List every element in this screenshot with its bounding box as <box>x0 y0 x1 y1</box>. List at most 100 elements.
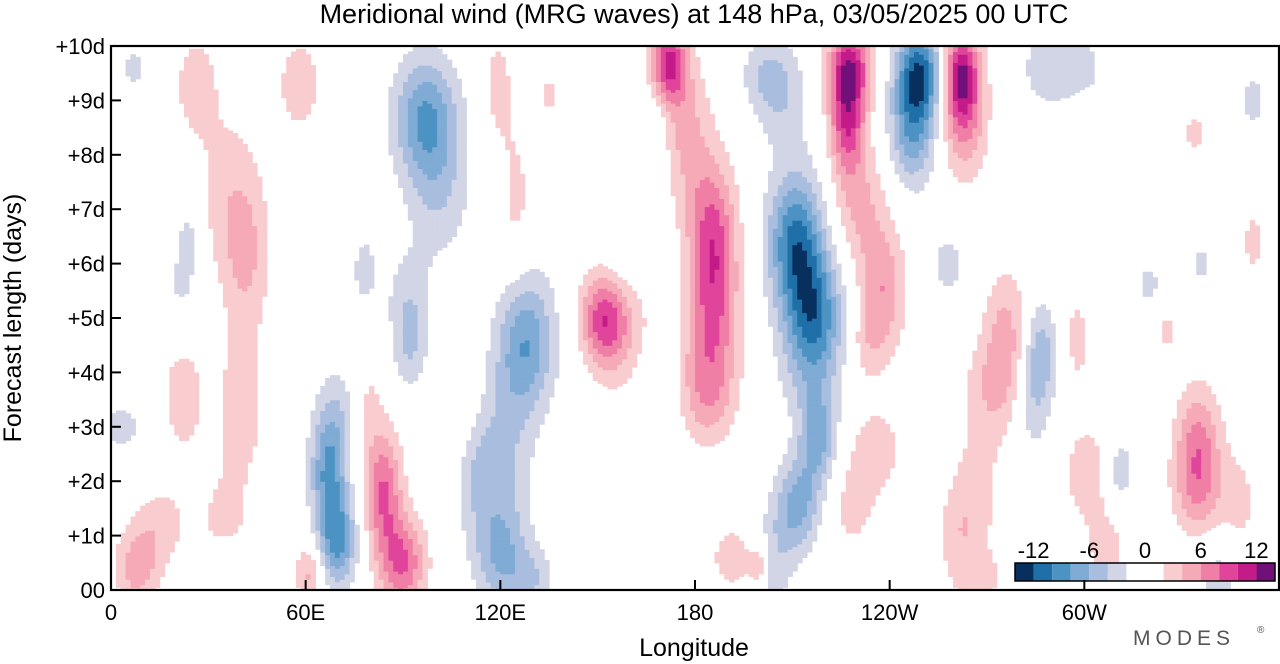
heatmap-cell <box>510 481 516 485</box>
heatmap-cell <box>811 508 818 512</box>
heatmap-cell <box>982 538 988 542</box>
heatmap-cell <box>330 508 336 512</box>
heatmap-cell <box>524 581 531 586</box>
heatmap-cell <box>1220 516 1227 520</box>
heatmap-cell <box>334 486 341 490</box>
heatmap-cell <box>952 568 959 572</box>
heatmap-cell <box>957 478 964 482</box>
heatmap-cell <box>179 432 185 436</box>
heatmap-cell <box>772 481 779 485</box>
heatmap-cell <box>811 440 818 444</box>
heatmap-cell <box>1210 475 1217 480</box>
heatmap-cell <box>1186 429 1192 433</box>
heatmap-cell <box>1113 478 1119 482</box>
heatmap-cell <box>339 481 346 485</box>
heatmap-cell <box>519 454 526 458</box>
heatmap-cell <box>519 437 526 441</box>
heatmap-cell <box>349 551 355 556</box>
heatmap-cell <box>1240 511 1246 515</box>
heatmap-cell <box>952 570 959 575</box>
heatmap-cell <box>466 535 472 539</box>
heatmap-cell <box>330 538 336 542</box>
heatmap-cell <box>388 573 394 577</box>
heatmap-cell <box>772 500 779 504</box>
heatmap-cell <box>870 443 876 447</box>
heatmap-cell <box>962 481 969 485</box>
heatmap-cell <box>398 584 404 588</box>
heatmap-cell <box>218 532 224 537</box>
heatmap-cell <box>115 429 122 433</box>
heatmap-cell <box>1103 535 1110 539</box>
heatmap-cell <box>320 502 326 507</box>
heatmap-cell <box>344 527 351 531</box>
heatmap-cell <box>393 489 399 493</box>
heatmap-cell <box>962 557 969 561</box>
heatmap-cell <box>802 519 808 523</box>
heatmap-cell <box>972 516 978 520</box>
heatmap-cell <box>802 462 808 466</box>
heatmap-cell <box>334 535 341 539</box>
heatmap-cell <box>130 573 136 577</box>
heatmap-cell <box>140 570 146 575</box>
heatmap-cell <box>519 562 526 567</box>
heatmap-cell <box>724 573 730 577</box>
heatmap-cell <box>841 494 847 499</box>
heatmap-cell <box>485 511 492 515</box>
heatmap-cell <box>1113 473 1119 477</box>
heatmap-cell <box>305 443 312 447</box>
heatmap-cell <box>378 527 385 531</box>
heatmap-cell <box>227 489 234 493</box>
heatmap-cell <box>149 546 156 550</box>
heatmap-cell <box>325 557 331 561</box>
heatmap-cell <box>957 581 964 586</box>
heatmap-cell <box>339 440 346 444</box>
heatmap-cell <box>1181 429 1188 433</box>
heatmap-cell <box>943 511 949 515</box>
heatmap-cell <box>184 426 190 431</box>
heatmap-cell <box>495 497 501 501</box>
heatmap-cell <box>1206 489 1212 493</box>
heatmap-cell <box>768 560 774 564</box>
heatmap-cell <box>500 570 506 575</box>
heatmap-cell <box>417 570 424 575</box>
heatmap-cell <box>388 467 394 471</box>
heatmap-cell <box>480 573 487 577</box>
heatmap-cell <box>1206 527 1212 531</box>
heatmap-cell <box>544 573 550 577</box>
heatmap-cell <box>237 451 243 455</box>
heatmap-cell <box>339 565 346 569</box>
heatmap-cell <box>1210 581 1217 586</box>
heatmap-cell <box>334 570 341 575</box>
heatmap-cell <box>232 473 239 477</box>
heatmap-cell <box>378 426 385 431</box>
heatmap-cell <box>1123 473 1129 477</box>
heatmap-cell <box>768 524 774 529</box>
heatmap-cell <box>149 549 156 553</box>
heatmap-cell <box>1181 454 1188 458</box>
heatmap-cell <box>159 535 166 539</box>
heatmap-cell <box>967 511 973 515</box>
heatmap-cell <box>977 568 983 572</box>
heatmap-cell <box>159 532 166 537</box>
heatmap-cell <box>388 532 394 537</box>
heatmap-cell <box>232 500 239 504</box>
heatmap-cell <box>879 464 886 469</box>
heatmap-cell <box>534 579 540 583</box>
heatmap-cell <box>247 456 253 461</box>
heatmap-cell <box>388 587 394 590</box>
heatmap-cell <box>403 478 409 482</box>
heatmap-cell <box>1079 492 1085 496</box>
heatmap-cell <box>777 535 784 539</box>
heatmap-cell <box>977 546 983 550</box>
heatmap-cell <box>388 513 394 518</box>
heatmap-cell <box>315 440 321 444</box>
heatmap-cell <box>130 551 136 556</box>
heatmap-cell <box>140 527 146 531</box>
heatmap-cell <box>466 454 472 458</box>
heatmap-cell <box>1098 535 1105 539</box>
heatmap-cell <box>407 573 414 577</box>
heatmap-cell <box>806 448 813 452</box>
heatmap-cell <box>330 530 336 534</box>
heatmap-cell <box>524 562 531 567</box>
heatmap-cell <box>806 519 813 523</box>
